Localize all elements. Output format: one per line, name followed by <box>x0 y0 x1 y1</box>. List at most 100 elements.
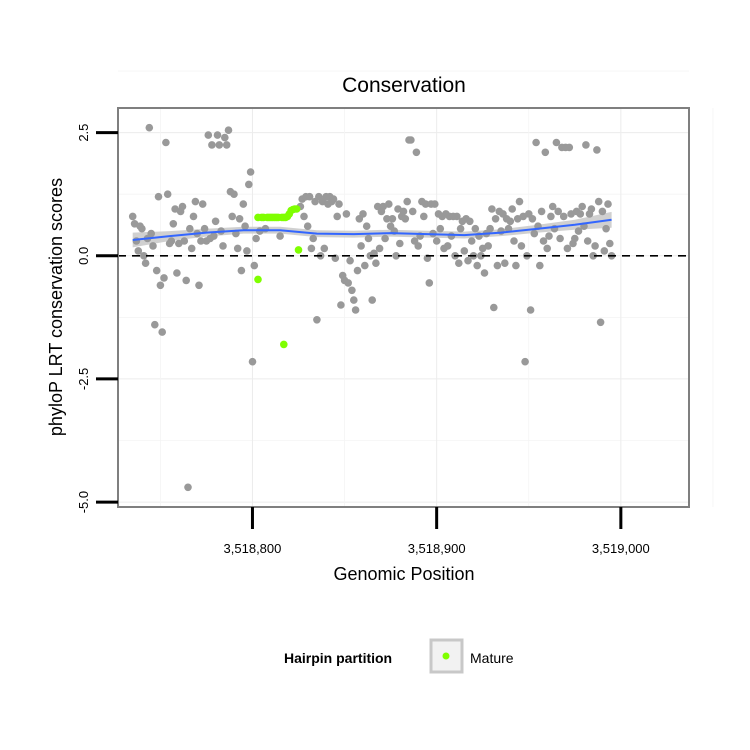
data-point <box>543 244 551 253</box>
data-point <box>536 261 544 270</box>
data-point <box>471 224 480 233</box>
data-point <box>246 168 255 176</box>
data-point <box>541 148 550 157</box>
data-point <box>303 222 312 230</box>
y-axis-title: phyloP LRT conservation scores <box>46 178 66 436</box>
data-point <box>559 212 568 221</box>
mature-point <box>280 340 288 349</box>
data-point <box>375 244 384 253</box>
data-point <box>480 269 489 277</box>
data-point <box>574 227 583 235</box>
data-point <box>484 242 493 250</box>
data-point <box>160 274 168 282</box>
data-point <box>357 242 365 250</box>
data-point <box>219 242 227 250</box>
data-point <box>583 237 592 245</box>
data-point <box>222 141 231 149</box>
data-point <box>403 197 412 206</box>
data-point <box>548 202 557 211</box>
data-point <box>368 296 377 304</box>
data-point <box>305 192 314 201</box>
data-point <box>501 259 509 268</box>
data-point <box>186 224 194 233</box>
data-point <box>300 212 308 221</box>
data-point <box>243 247 251 255</box>
data-point <box>420 212 428 221</box>
data-point <box>530 229 539 238</box>
data-point <box>464 256 472 265</box>
data-point <box>385 200 393 208</box>
data-point <box>383 215 391 223</box>
data-point <box>593 146 601 154</box>
smooth-line-layer <box>132 218 612 241</box>
confidence-band-layer <box>132 211 612 248</box>
data-point <box>276 232 284 240</box>
x-axis: 3,518,800 3,518,900 3,519,000 <box>224 507 650 556</box>
data-point <box>152 266 161 275</box>
mature-point <box>294 246 303 254</box>
mature-point <box>292 205 301 213</box>
data-point <box>351 306 360 314</box>
data-point <box>362 222 371 230</box>
data-point <box>195 281 203 290</box>
x-tick-label: 3,518,900 <box>408 541 466 556</box>
chart-title: Conservation <box>342 74 466 97</box>
data-point <box>221 133 229 142</box>
data-point <box>184 483 192 492</box>
data-point <box>141 259 150 268</box>
data-point <box>425 279 434 287</box>
data-point <box>213 131 222 139</box>
data-point <box>604 200 612 208</box>
data-point <box>208 141 216 149</box>
data-point <box>361 261 369 270</box>
plot-border <box>117 107 690 508</box>
data-point <box>493 261 502 270</box>
data-point <box>412 148 421 157</box>
data-point <box>189 212 198 221</box>
x-axis-title: Genomic Position <box>333 564 474 584</box>
data-point <box>565 143 574 152</box>
data-point <box>460 247 469 255</box>
data-point <box>228 212 236 221</box>
data-point <box>147 229 155 238</box>
data-point <box>421 200 430 208</box>
data-point <box>392 252 400 260</box>
data-point <box>521 357 529 366</box>
data-point <box>594 197 603 206</box>
data-point <box>237 266 246 275</box>
data-point <box>261 224 270 233</box>
data-point <box>320 244 329 253</box>
data-point <box>414 242 423 250</box>
data-point <box>173 269 181 277</box>
data-point <box>467 237 476 245</box>
data-point <box>342 210 351 218</box>
data-point <box>158 328 166 336</box>
data-point <box>187 244 196 253</box>
data-point <box>200 224 209 233</box>
data-point <box>333 212 342 221</box>
data-point <box>488 205 496 213</box>
data-point <box>211 217 220 226</box>
data-point <box>180 237 189 245</box>
data-point <box>466 217 474 226</box>
data-point <box>537 207 546 216</box>
data-point <box>477 252 485 260</box>
data-point <box>600 247 609 255</box>
data-point <box>388 215 397 223</box>
data-point <box>145 123 154 132</box>
data-point <box>598 207 607 216</box>
data-point <box>154 192 163 201</box>
y-tick-label: 0.0 <box>76 247 91 265</box>
confidence-band <box>132 211 612 248</box>
y-tick-label: -2.5 <box>76 368 91 390</box>
data-point <box>359 210 367 218</box>
data-point <box>532 138 540 147</box>
mature-point <box>254 275 262 284</box>
smooth-trend-line <box>132 218 612 241</box>
data-point <box>198 200 207 208</box>
data-point <box>350 296 358 304</box>
data-point <box>239 200 248 208</box>
data-point <box>486 224 494 233</box>
data-point <box>353 266 362 275</box>
data-point <box>407 136 415 144</box>
